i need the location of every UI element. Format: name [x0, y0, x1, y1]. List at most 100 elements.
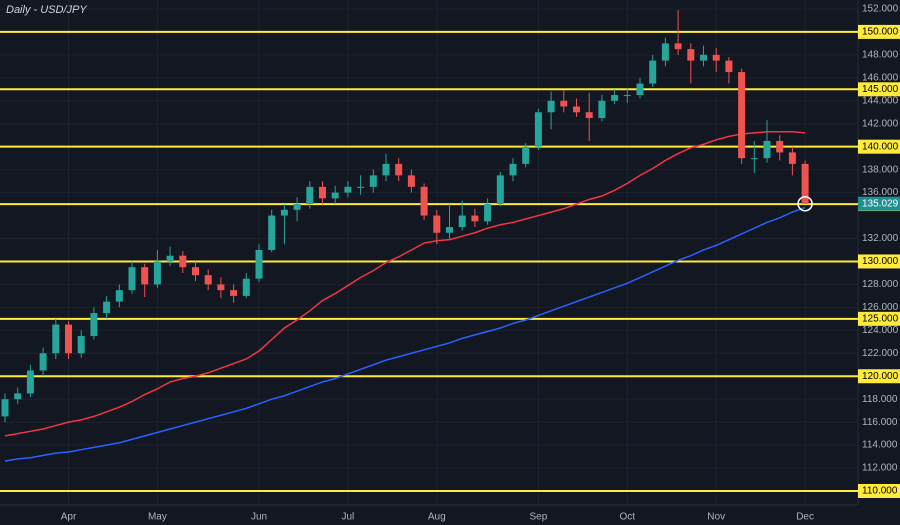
candle-body: [484, 204, 492, 222]
y-tick-label: 150.000: [862, 27, 899, 38]
y-tick-label: 118.000: [862, 394, 898, 405]
candle-body: [357, 186, 365, 188]
candle-body: [153, 261, 161, 285]
candle-body: [763, 140, 771, 159]
candle-body: [496, 175, 504, 205]
candle-body: [52, 324, 60, 354]
candle-body: [420, 186, 428, 216]
candle-body: [522, 146, 530, 164]
candle-body: [547, 100, 555, 113]
candle-body: [534, 112, 542, 147]
candle-body: [573, 106, 580, 113]
candle-body: [280, 209, 288, 216]
level-tag: [858, 82, 900, 97]
candle-body: [192, 267, 199, 276]
level-tag: [858, 369, 900, 384]
candle-body: [306, 186, 314, 205]
candle-body: [611, 95, 619, 101]
candle-body: [700, 54, 707, 61]
candle-body: [446, 227, 453, 233]
candle-body: [407, 175, 415, 187]
candle-body: [204, 275, 212, 285]
candle-body: [179, 255, 187, 268]
level-tag: [858, 139, 900, 154]
y-tick-label: 140.000: [862, 141, 899, 152]
x-tick-label: Apr: [61, 512, 77, 523]
candle-body: [331, 192, 339, 199]
chart-title: Daily - USD/JPY: [6, 4, 87, 16]
candle-body: [458, 215, 466, 228]
candle-body: [128, 267, 136, 291]
candle-body: [636, 83, 644, 96]
candle-body: [585, 112, 593, 118]
last-price-marker: [797, 195, 813, 212]
candle-body: [382, 163, 390, 176]
x-tick-label: Oct: [620, 512, 636, 523]
level-tag: [858, 254, 900, 269]
moving-average: [4, 206, 806, 462]
y-tick-label: 124.000: [862, 325, 899, 336]
axes: 152.000 150.000 148.000 146.000145.000144.0…: [61, 4, 900, 523]
moving-averages: [4, 131, 806, 462]
levels: [0, 30, 858, 492]
y-tick-label: 145.000: [862, 84, 899, 95]
level-tag: [858, 24, 900, 39]
candle-body: [776, 140, 784, 153]
candle-body: [255, 249, 263, 279]
y-tick-label: 126.000: [862, 302, 899, 313]
candle-body: [14, 393, 22, 400]
x-tick-label: Dec: [796, 512, 814, 523]
candle-body: [623, 95, 631, 97]
candle-body: [801, 163, 809, 204]
x-tick-label: May: [148, 512, 167, 523]
y-tick-label: 114.000: [862, 440, 898, 451]
y-tick-label: 122.000: [862, 348, 899, 359]
candle-body: [1, 399, 9, 417]
candles: [1, 10, 809, 423]
level-tag: [858, 311, 900, 326]
candle-body: [268, 215, 276, 250]
candle-body: [26, 370, 34, 394]
y-tick-label: 142.000: [862, 118, 899, 129]
x-tick-label: Aug: [428, 512, 446, 523]
level-tag: [858, 483, 900, 498]
candle-body: [433, 215, 441, 233]
candle-body: [39, 353, 47, 371]
candle-body: [217, 284, 225, 291]
last-price-tag: [858, 196, 900, 211]
candle-body: [293, 204, 301, 210]
candle-body: [319, 186, 326, 199]
y-tick-label: 148.000: [862, 50, 899, 61]
moving-average: [4, 131, 806, 437]
y-tick-label: 116.000: [862, 417, 898, 428]
candle-body: [674, 43, 682, 50]
candle-body: [649, 60, 657, 84]
x-tick-label: Jun: [251, 512, 267, 523]
candle-body: [369, 175, 377, 187]
last-price-label: 135.029: [862, 198, 899, 209]
y-tick-label: 136.000: [862, 187, 899, 198]
candle-body: [725, 60, 733, 73]
candle-body: [77, 336, 85, 354]
candle-body: [141, 267, 149, 285]
candle-body: [712, 54, 720, 61]
candle-body: [661, 43, 669, 61]
candle-body: [560, 100, 568, 107]
y-tick-label: 138.000: [862, 164, 899, 175]
candle-body: [65, 324, 72, 354]
candle-body: [90, 313, 98, 337]
candle-body: [788, 152, 796, 164]
y-tick-label: 110.000: [862, 486, 898, 497]
y-tick-label: 132.000: [862, 233, 899, 244]
candle-body: [509, 163, 517, 176]
y-tick-label: 152.000: [862, 4, 899, 15]
candle-body: [103, 301, 111, 314]
y-tick-label: 144.000: [862, 95, 899, 106]
candle-body: [166, 255, 174, 262]
y-tick-label: 125.000: [862, 313, 899, 324]
candle-body: [242, 278, 250, 296]
y-tick-label: 146.000: [862, 72, 899, 83]
candle-body: [738, 72, 746, 159]
y-tick-label: 128.000: [862, 279, 899, 290]
